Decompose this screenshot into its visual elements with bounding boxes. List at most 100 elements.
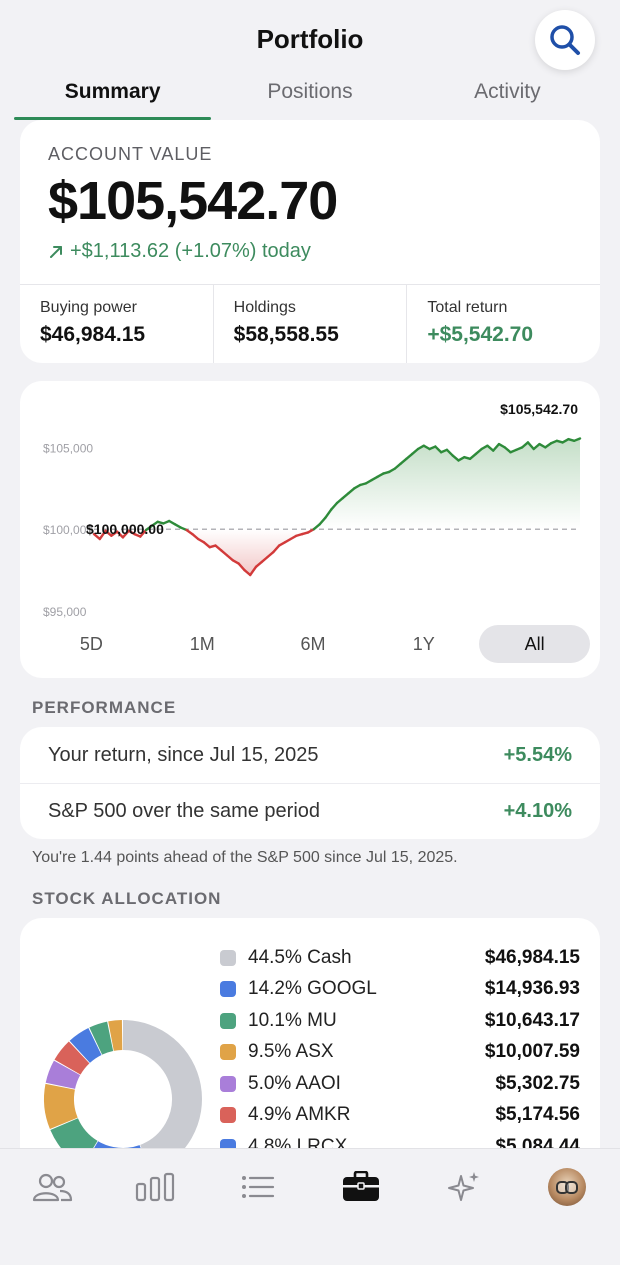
perf-value: +4.10% [503,800,572,822]
performance-note: You're 1.44 points ahead of the S&P 500 … [32,849,458,866]
series-segment [249,565,258,577]
series-segment [225,554,235,562]
baseline-value-label: $100,000.00 [86,521,164,537]
y-tick-label: $95,000 [43,605,87,619]
allocation-card: 44.5% Cash $46,984.15 14.2% GOOGL $14,93… [20,918,600,1178]
allocation-label: 14.2% GOOGL [248,978,377,1000]
allocation-label: 44.5% Cash [248,946,352,968]
performance-card: Your return, since Jul 15, 2025 +5.54% S… [20,727,600,839]
series-segment [341,491,350,500]
stat-buying-power: Buying power $46,984.15 [20,285,214,363]
series-segment [92,532,101,541]
range-6m[interactable]: 6M [300,634,326,654]
avatar-icon [548,1168,586,1206]
range-5d[interactable]: 5D [79,634,103,654]
color-swatch [220,981,236,998]
loss-area [94,529,580,575]
allocation-row[interactable]: 10.1% MU $10,643.17 [220,1005,580,1037]
portfolio-line-chart[interactable]: $105,000 $100,000 $95,000 $100,000.00 $105,5… [20,381,600,621]
arrow-up-right-icon [50,245,62,258]
series-segment [573,437,582,443]
series-segment [347,487,356,495]
gain-area [94,438,580,530]
series-segment [474,447,483,456]
nav-ai[interactable] [434,1169,494,1205]
series-segment [330,501,339,511]
donut-slice [108,1020,123,1051]
series-segment [266,550,275,559]
color-swatch [220,1044,236,1061]
color-swatch [220,949,236,966]
allocation-row[interactable]: 14.2% GOOGL $14,936.93 [220,974,580,1006]
allocation-row[interactable]: 44.5% Cash $46,984.15 [220,942,580,974]
daily-change-text: +$1,113.62 (+1.07%) today [70,240,311,262]
series-segment [411,447,420,456]
list-icon [242,1176,275,1198]
allocation-list: 44.5% Cash $46,984.15 14.2% GOOGL $14,93… [220,942,580,1163]
account-stats: Buying power $46,984.15 Holdings $58,558… [20,284,600,363]
series-segment [312,523,321,531]
range-1m[interactable]: 1M [189,634,215,654]
search-button[interactable] [535,10,595,70]
range-all[interactable]: All [479,625,590,663]
stat-value: $58,558.55 [233,323,339,346]
nav-charts[interactable] [125,1169,185,1205]
y-tick-label: $100,000 [43,523,93,537]
perf-row-sp500: S&P 500 over the same period +4.10% [20,783,600,839]
allocation-amount: $5,174.56 [495,1104,580,1126]
allocation-row[interactable]: 4.9% AMKR $5,174.56 [220,1100,580,1132]
series-segment [434,445,443,454]
stat-value: +$5,542.70 [427,323,534,346]
tab-positions[interactable]: Positions [267,80,353,103]
stat-label: Buying power [40,299,137,316]
donut-slice [54,1041,90,1076]
series-segment [393,462,402,470]
allocation-amount: $14,936.93 [484,978,580,1000]
perf-row-your-return: Your return, since Jul 15, 2025 +5.54% [20,727,600,783]
briefcase-icon [343,1171,379,1201]
tab-activity[interactable]: Activity [474,80,541,103]
donut-slice [44,1083,78,1129]
end-value-label: $105,542.70 [500,401,578,417]
series-segment [405,452,414,461]
series-segment [272,544,281,554]
allocation-amount: $10,007.59 [484,1041,580,1063]
series-segment [98,529,107,541]
series-segment [243,568,252,577]
daily-change: +$1,113.62 (+1.07%) today [48,240,311,263]
series-segment [260,555,269,564]
allocation-label: 5.0% AAOI [248,1072,341,1094]
perf-label: S&P 500 over the same period [48,800,321,822]
color-swatch [220,1107,236,1124]
allocation-row[interactable]: 5.0% AAOI $5,302.75 [220,1068,580,1100]
nav-list[interactable] [228,1169,288,1205]
stat-label: Total return [427,299,508,316]
donut-slice [45,1060,81,1090]
series-segment [451,454,460,462]
series-segment [104,529,113,537]
nav-profile[interactable] [537,1168,597,1206]
range-1y[interactable]: 1Y [412,634,435,654]
allocation-row[interactable]: 9.5% ASX $10,007.59 [220,1037,580,1069]
series-segment [237,562,246,572]
series-segment [399,457,408,465]
nav-people[interactable] [22,1169,82,1205]
color-swatch [220,1012,236,1029]
allocation-amount: $5,302.75 [495,1072,580,1094]
bottom-tab-bar [0,1148,620,1265]
tab-summary[interactable]: Summary [14,76,212,120]
series-segment [220,549,229,557]
series-segment [445,448,454,457]
stat-holdings: Holdings $58,558.55 [214,285,408,363]
account-value-card: ACCOUNT VALUE $105,542.70 +$1,113.62 (+1… [20,120,600,363]
search-icon [550,25,580,55]
series-segment [191,532,200,541]
series-segment [486,444,495,452]
color-swatch [220,1075,236,1092]
series-segment [335,496,344,505]
time-range-selector: 5D 1M 6M 1Y All [36,625,590,663]
allocation-section-title: STOCK ALLOCATION [32,889,222,908]
series-segment [324,508,333,519]
page-title: Portfolio [256,24,364,54]
nav-portfolio[interactable] [331,1169,391,1205]
